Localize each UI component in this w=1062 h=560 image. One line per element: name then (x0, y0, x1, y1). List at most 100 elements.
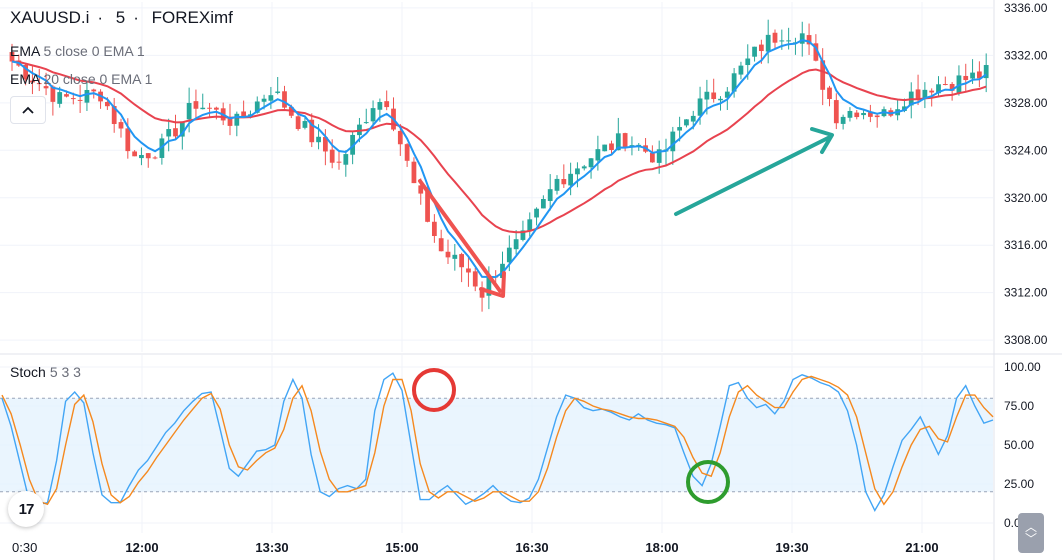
collapse-legend-button[interactable] (10, 96, 46, 124)
price-tick-label: 3328.00 (1004, 96, 1048, 110)
candle-body (384, 101, 390, 108)
candle (833, 93, 839, 130)
candle (561, 164, 567, 188)
candle-body (704, 91, 710, 100)
candle-body (200, 107, 206, 110)
ema20-legend[interactable]: EMA 20 close 0 EMA 1 (10, 71, 152, 87)
candle (772, 29, 778, 49)
candle-body (874, 115, 880, 118)
candle (867, 104, 873, 123)
candle (309, 113, 315, 148)
candle-body (479, 287, 485, 298)
candle-body (929, 90, 935, 93)
candle (684, 119, 689, 128)
candle-body (425, 191, 430, 222)
candle (663, 138, 669, 167)
candle-body (506, 247, 512, 263)
candle (527, 212, 533, 237)
candle (145, 153, 151, 168)
time-tick-label: 13:30 (255, 540, 288, 555)
candle-body (445, 251, 451, 258)
stoch-k-line (1, 372, 994, 512)
scroll-chevrons-button[interactable]: ︿ ﹀ (1018, 513, 1044, 553)
candle-body (213, 107, 219, 110)
candle (936, 76, 941, 98)
tradingview-logo-icon[interactable]: 17 (8, 491, 44, 527)
candle-body (404, 144, 410, 161)
candle-body (329, 149, 335, 163)
candle-body (738, 65, 744, 75)
candle (568, 162, 574, 196)
candle-body (322, 137, 328, 152)
chart-header: XAUUSD.i · 5 · FOREXimf (10, 8, 241, 28)
time-tick-label: 21:00 (905, 540, 938, 555)
candle (363, 108, 369, 124)
candle-body (949, 83, 955, 91)
candle-body (779, 40, 785, 42)
candle (554, 175, 560, 195)
candle (861, 110, 866, 120)
candle (30, 66, 35, 95)
candle-body (316, 136, 321, 143)
candle (854, 110, 860, 120)
candle-body (677, 127, 683, 131)
candle-body (854, 112, 860, 118)
candle (282, 85, 287, 109)
symbol-name[interactable]: XAUUSD.i (10, 8, 90, 27)
candle-body (43, 86, 49, 89)
ema5-legend[interactable]: EMA 5 close 0 EMA 1 (10, 43, 145, 59)
candle-body (193, 101, 199, 109)
candle (670, 126, 676, 165)
candle-body (568, 173, 574, 186)
candle (343, 150, 349, 177)
ema-lines (11, 39, 987, 279)
candle (9, 43, 15, 71)
candle (983, 53, 989, 93)
candle (200, 93, 206, 110)
candle-body (23, 64, 29, 80)
candle-body (377, 102, 383, 110)
candle-body (963, 75, 969, 81)
stoch-legend[interactable]: Stoch 5 3 3 (10, 364, 81, 380)
candle-body (9, 52, 15, 62)
candle (275, 76, 281, 95)
candle-body (234, 113, 240, 126)
interval-label[interactable]: 5 (115, 8, 126, 27)
candle (404, 143, 410, 167)
candle (173, 114, 178, 139)
candle-body (942, 84, 948, 86)
candle (50, 85, 56, 116)
candle-body (684, 119, 689, 126)
candle-body (241, 111, 247, 118)
candle (445, 239, 451, 264)
candle (479, 281, 485, 312)
candle (738, 61, 744, 80)
candle (459, 252, 465, 283)
candle-body (861, 113, 866, 116)
candle-body (84, 89, 90, 103)
candle (609, 140, 614, 155)
candle-body (936, 84, 941, 94)
time-tick-label: 12:00 (125, 540, 158, 555)
candle-body (656, 149, 662, 163)
candle-body (595, 149, 601, 161)
candle-body (254, 101, 260, 113)
price-tick-label: 3312.00 (1004, 286, 1048, 300)
candle-body (622, 133, 628, 148)
stoch-lines (1, 372, 994, 512)
price-tick-label: 3316.00 (1004, 238, 1048, 252)
candle-body (772, 32, 778, 43)
candle-body (91, 89, 97, 92)
candle-body (745, 58, 751, 66)
candle-body (466, 268, 471, 273)
candle (118, 118, 124, 138)
candle-body (690, 115, 696, 122)
candle-body (227, 118, 233, 126)
candle (547, 174, 553, 211)
candle (847, 107, 853, 122)
candle (793, 37, 798, 55)
time-tick-label: 0:30 (12, 540, 37, 555)
oversold-circle (686, 460, 730, 504)
candle (874, 113, 880, 128)
